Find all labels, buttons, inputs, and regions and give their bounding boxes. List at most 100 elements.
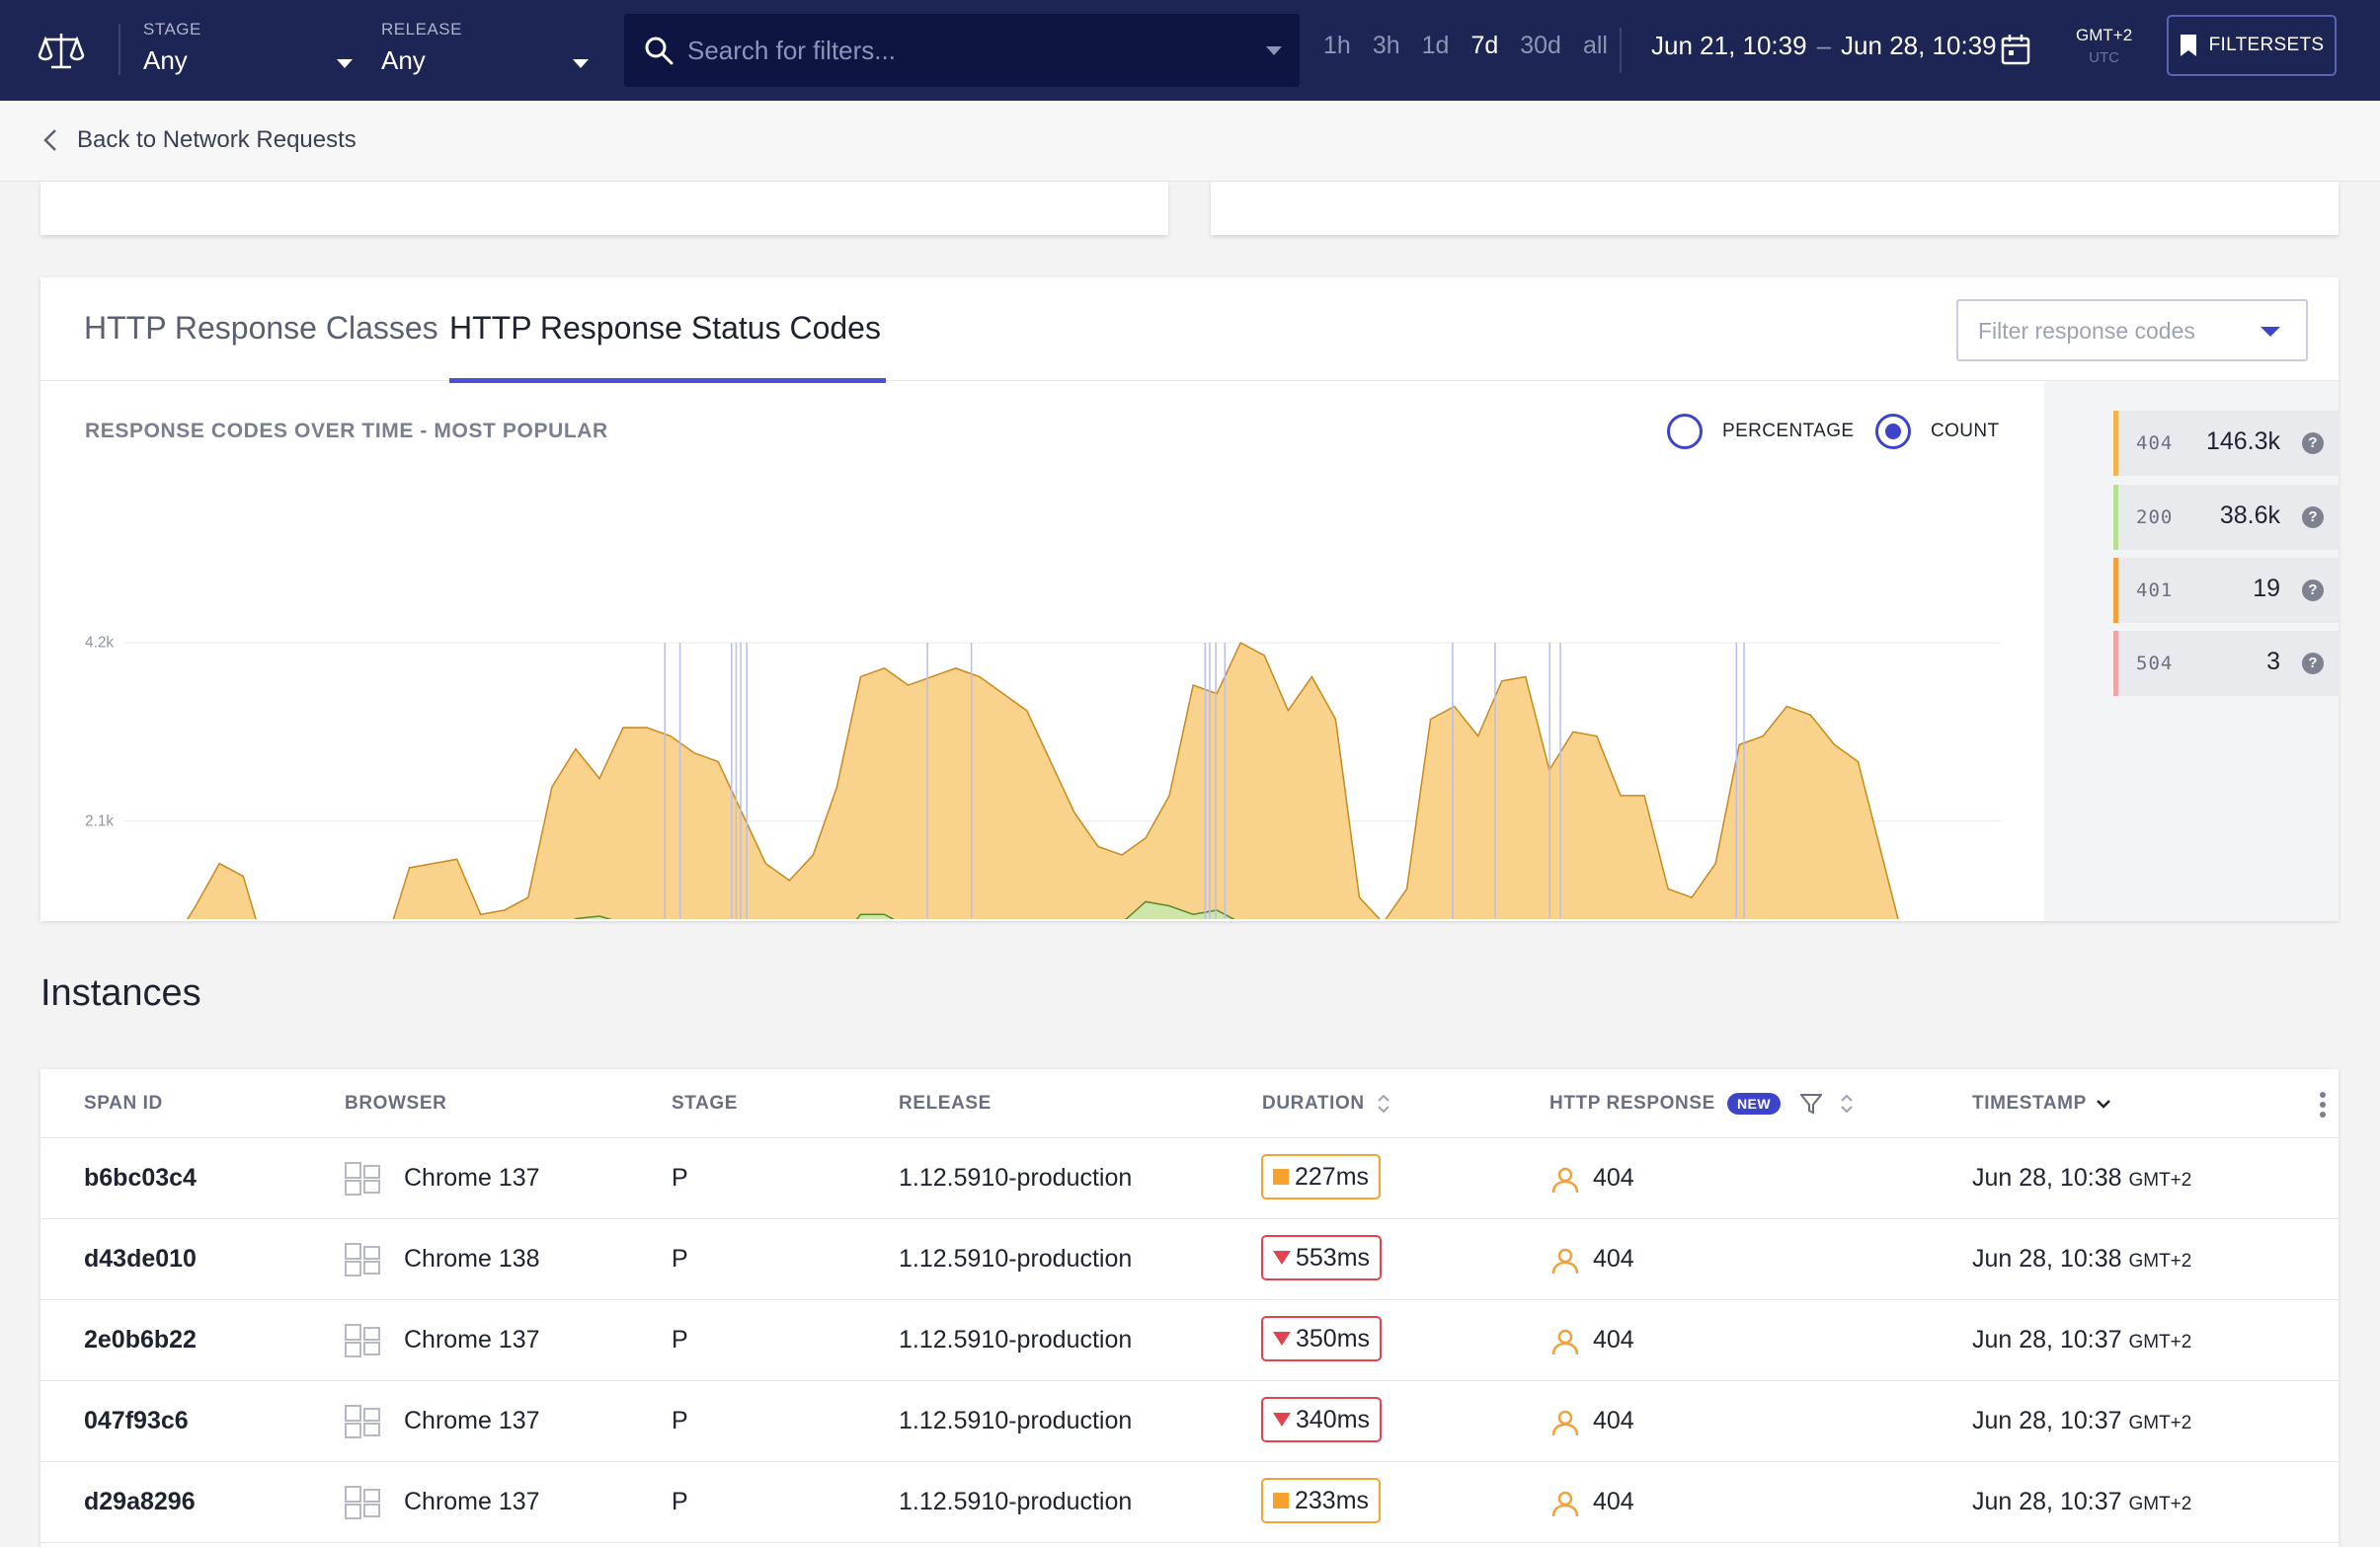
search-icon	[645, 37, 674, 65]
range-30d[interactable]: 30d	[1520, 32, 1561, 59]
stage-value: P	[672, 1245, 688, 1273]
span-id[interactable]: 2e0b6b22	[84, 1326, 197, 1354]
chevron-down-icon[interactable]	[1266, 46, 1282, 55]
legend-count: 19	[2253, 575, 2280, 602]
duration-badge: 233ms	[1261, 1478, 1382, 1523]
col-release[interactable]: RELEASE	[899, 1093, 992, 1114]
span-id[interactable]: 047f93c6	[84, 1407, 189, 1434]
chevron-down-icon	[337, 59, 353, 68]
range-all[interactable]: all	[1582, 32, 1608, 59]
timestamp: Jun 28, 10:38 GMT+2	[1972, 1245, 2191, 1274]
col-stage[interactable]: STAGE	[672, 1093, 739, 1114]
tab-response-status-codes[interactable]: HTTP Response Status Codes	[449, 310, 881, 346]
legend-item[interactable]: 404 146.3k ?	[2113, 411, 2340, 476]
release-value: 1.12.5910-production	[899, 1164, 1133, 1192]
bookmark-icon	[2180, 35, 2196, 56]
timestamp-tz: GMT+2	[2128, 1251, 2192, 1272]
release-value: 1.12.5910-production	[899, 1326, 1133, 1354]
chevron-down-icon	[2261, 327, 2280, 337]
chevron-left-icon	[43, 129, 56, 151]
date-range[interactable]: Jun 21, 10:39– Jun 28, 10:39	[1651, 31, 1997, 61]
radio-circle-selected	[1875, 414, 1911, 449]
stage-value: P	[672, 1407, 688, 1434]
series-area-200	[575, 901, 1234, 919]
help-icon[interactable]: ?	[2302, 653, 2324, 674]
timestamp-value: Jun 28, 10:38	[1972, 1245, 2122, 1273]
filtersets-button[interactable]: FILTERSETS	[2167, 15, 2337, 76]
duration-badge: 553ms	[1261, 1235, 1383, 1280]
user-icon	[1551, 1410, 1579, 1436]
timezone-secondary: UTC	[2089, 49, 2119, 66]
legend-code: 504	[2136, 653, 2174, 674]
col-browser[interactable]: BROWSER	[345, 1093, 447, 1114]
tab-response-classes[interactable]: HTTP Response Classes	[84, 310, 438, 346]
filter-response-codes-select[interactable]: Filter response codes	[1956, 299, 2308, 361]
range-1h[interactable]: 1h	[1323, 32, 1351, 59]
col-timestamp[interactable]: TIMESTAMP	[1972, 1093, 2110, 1115]
back-link[interactable]: Back to Network Requests	[43, 126, 357, 154]
response-codes-chart[interactable]: 02.1k4.2kJun 21Jun 24Jun 28	[40, 425, 2044, 919]
col-duration-label: DURATION	[1262, 1093, 1365, 1114]
duration-badge: 340ms	[1261, 1397, 1383, 1442]
browser-name: Chrome 138	[404, 1245, 540, 1273]
timezone-toggle[interactable]: GMT+2 UTC	[2076, 26, 2132, 66]
topbar-divider	[1620, 28, 1622, 73]
range-3h[interactable]: 3h	[1372, 32, 1400, 59]
legend-item[interactable]: 200 38.6k ?	[2113, 485, 2340, 550]
duration-value: 350ms	[1296, 1324, 1371, 1353]
scales-logo-icon[interactable]	[38, 30, 85, 73]
col-span-id[interactable]: SPAN ID	[84, 1093, 163, 1114]
table-row[interactable]: 2e0b6b22 Chrome 137 P 1.12.5910-producti…	[40, 1300, 2339, 1381]
release-select[interactable]: RELEASE Any	[381, 20, 589, 81]
help-icon[interactable]: ?	[2302, 432, 2324, 454]
chevron-down-icon	[2096, 1100, 2110, 1109]
search-input[interactable]	[687, 31, 1240, 70]
timestamp-tz: GMT+2	[2128, 1332, 2192, 1353]
table-row[interactable]: d43de010 Chrome 138 P 1.12.5910-producti…	[40, 1219, 2339, 1300]
response-codes-card: HTTP Response Classes HTTP Response Stat…	[40, 277, 2340, 921]
radio-percentage[interactable]: PERCENTAGE	[1667, 414, 1855, 449]
stage-select[interactable]: STAGE Any	[143, 20, 353, 81]
help-icon[interactable]: ?	[2302, 506, 2324, 528]
timestamp-value: Jun 28, 10:37	[1972, 1326, 2122, 1354]
filter-search[interactable]	[624, 14, 1300, 87]
legend-item[interactable]: 401 19 ?	[2113, 558, 2340, 623]
user-icon	[1551, 1329, 1579, 1355]
legend-count: 38.6k	[2219, 502, 2280, 529]
sort-icon[interactable]	[1377, 1093, 1390, 1115]
table-row[interactable]: 047f93c6 Chrome 137 P 1.12.5910-producti…	[40, 1381, 2339, 1462]
span-id[interactable]: b6bc03c4	[84, 1164, 197, 1192]
help-icon[interactable]: ?	[2302, 580, 2324, 601]
span-id[interactable]: d29a8296	[84, 1488, 196, 1515]
timestamp-value: Jun 28, 10:38	[1972, 1164, 2122, 1192]
top-bar: STAGE Any RELEASE Any 1h 3h 1d 7d 30d al…	[0, 0, 2380, 101]
more-options-icon[interactable]	[2319, 1091, 2327, 1119]
legend-item[interactable]: 504 3 ?	[2113, 631, 2340, 696]
stage-label: STAGE	[143, 20, 201, 39]
span-id[interactable]: d43de010	[84, 1245, 197, 1273]
chart-plot: 02.1k4.2kJun 21Jun 24Jun 28	[85, 635, 2001, 919]
radio-count[interactable]: COUNT	[1875, 414, 2000, 449]
summary-card-left	[40, 182, 1168, 235]
stage-value: Any	[143, 45, 188, 75]
duration-status-icon	[1273, 1332, 1291, 1346]
col-http-response[interactable]: HTTP RESPONSE NEW	[1549, 1093, 1854, 1115]
duration-status-icon	[1273, 1251, 1291, 1265]
y-tick-label: 2.1k	[85, 812, 114, 829]
back-bar: Back to Network Requests	[0, 101, 2380, 182]
range-7d[interactable]: 7d	[1470, 32, 1499, 59]
filter-icon[interactable]	[1800, 1093, 1823, 1115]
range-1d[interactable]: 1d	[1421, 32, 1450, 59]
sort-icon[interactable]	[1840, 1093, 1854, 1115]
release-value: Any	[381, 45, 426, 75]
table-row[interactable]: b6bc03c4 Chrome 137 P 1.12.5910-producti…	[40, 1138, 2339, 1219]
back-label: Back to Network Requests	[77, 126, 357, 153]
user-icon	[1551, 1167, 1579, 1194]
calendar-icon[interactable]	[2001, 34, 2030, 65]
timestamp-value: Jun 28, 10:37	[1972, 1488, 2122, 1515]
instances-table: SPAN ID BROWSER STAGE RELEASE DURATION H…	[40, 1069, 2339, 1547]
table-row[interactable]: d29a8296 Chrome 137 P 1.12.5910-producti…	[40, 1462, 2339, 1543]
duration-status-icon	[1273, 1413, 1291, 1427]
release-value: 1.12.5910-production	[899, 1488, 1133, 1515]
col-duration[interactable]: DURATION	[1262, 1093, 1390, 1115]
